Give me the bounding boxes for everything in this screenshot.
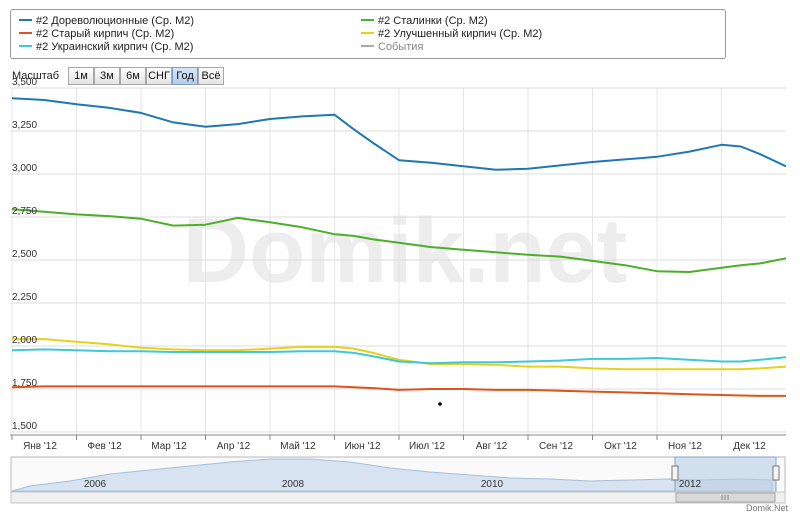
legend-item-ukrainsky-kirpich[interactable]: #2 Украинский кирпич (Ср. М2) [19,39,193,55]
y-tick-label: 2,500 [12,249,37,260]
navigator[interactable]: 2006 2008 2010 2012 [10,456,786,504]
legend-swatch [19,45,32,48]
x-tick-label: Окт '12 [604,441,637,452]
y-axis-labels: 1,500 1,750 2,000 2,250 2,500 2,750 3,000 3,250… [12,77,37,432]
legend-swatch [361,32,374,35]
y-tick-label: 1,750 [12,378,37,389]
legend-item-dorevolyutsionnye[interactable]: #2 Дореволюционные (Ср. М2) [19,13,194,29]
navigator-year-label: 2010 [481,479,504,490]
legend-swatch [361,45,374,48]
series-line-1 [11,208,787,273]
x-tick-label: Май '12 [280,441,316,452]
navigator-year-label: 2008 [282,479,305,490]
zoom-button-6m[interactable]: 6м [120,67,146,85]
x-tick-label: Сен '12 [539,441,574,452]
y-tick-label: 1,500 [12,421,37,432]
legend-item-stalinki[interactable]: #2 Сталинки (Ср. М2) [361,13,488,29]
y-tick-label: 2,000 [12,335,37,346]
legend-item-uluchshenny-kirpich[interactable]: #2 Улучшенный кирпич (Ср. М2) [361,26,542,42]
x-tick-label: Июл '12 [409,441,446,452]
series-line-4 [11,385,786,397]
scale-label: Масштаб [12,70,60,82]
watermark: Domik.net [183,200,628,302]
navigator-scrollbar[interactable] [10,491,786,504]
legend: #2 Дореволюционные (Ср. М2) #2 Старый ки… [10,9,726,59]
navigator-handle-right[interactable] [772,465,780,481]
legend-swatch [361,19,374,22]
x-tick-label: Фев '12 [87,441,122,452]
zoom-button-all[interactable]: Всё [198,67,224,85]
legend-label: События [378,41,424,53]
legend-swatch [19,19,32,22]
y-tick-label: 3,000 [12,163,37,174]
legend-swatch [19,32,32,35]
y-tick-label: 2,750 [12,206,37,217]
navigator-year-labels: 2006 2008 2010 2012 [84,479,702,490]
legend-label: #2 Улучшенный кирпич (Ср. М2) [378,28,543,40]
navigator-selection[interactable] [674,456,777,493]
legend-label: #2 Дореволюционные (Ср. М2) [36,15,195,27]
series-line-2 [12,338,787,371]
series-line-3 [11,348,787,365]
navigator-year-label: 2012 [679,479,702,490]
y-tick-label: 3,500 [12,77,37,88]
x-tick-label: Янв '12 [23,441,57,452]
zoom-button-year[interactable]: Год [172,67,198,85]
legend-item-sobytiya[interactable]: События [361,39,423,55]
credit-link[interactable]: Domik.Net [745,503,788,513]
y-tick-label: 3,250 [12,120,37,131]
navigator-handle-left[interactable] [671,465,679,481]
legend-label: #2 Старый кирпич (Ср. М2) [36,28,175,40]
zoom-button-sng[interactable]: СНГ [146,67,172,85]
x-tick-label: Апр '12 [217,441,251,452]
x-tick-label: Ноя '12 [668,441,702,452]
zoom-button-1m[interactable]: 1м [68,67,94,85]
x-tick-label: Дек '12 [733,441,766,452]
x-tick-label: Июн '12 [344,441,380,452]
x-tick-label: Авг '12 [476,441,508,452]
series-line-0 [11,97,787,171]
zoom-button-3m[interactable]: 3м [94,67,120,85]
legend-label: #2 Украинский кирпич (Ср. М2) [36,41,194,53]
scrollbar-grip-icon [721,495,729,500]
x-axis-labels: Янв '12 Фев '12 Мар '12 Апр '12 Май '12 Июн '… [23,441,766,452]
legend-item-stary-kirpich[interactable]: #2 Старый кирпич (Ср. М2) [19,26,174,42]
series-lines [11,97,787,397]
legend-label: #2 Сталинки (Ср. М2) [378,15,488,27]
event-marker [438,402,442,406]
navigator-year-label: 2006 [84,479,107,490]
y-tick-label: 2,250 [12,292,37,303]
x-tick-label: Мар '12 [151,441,187,452]
